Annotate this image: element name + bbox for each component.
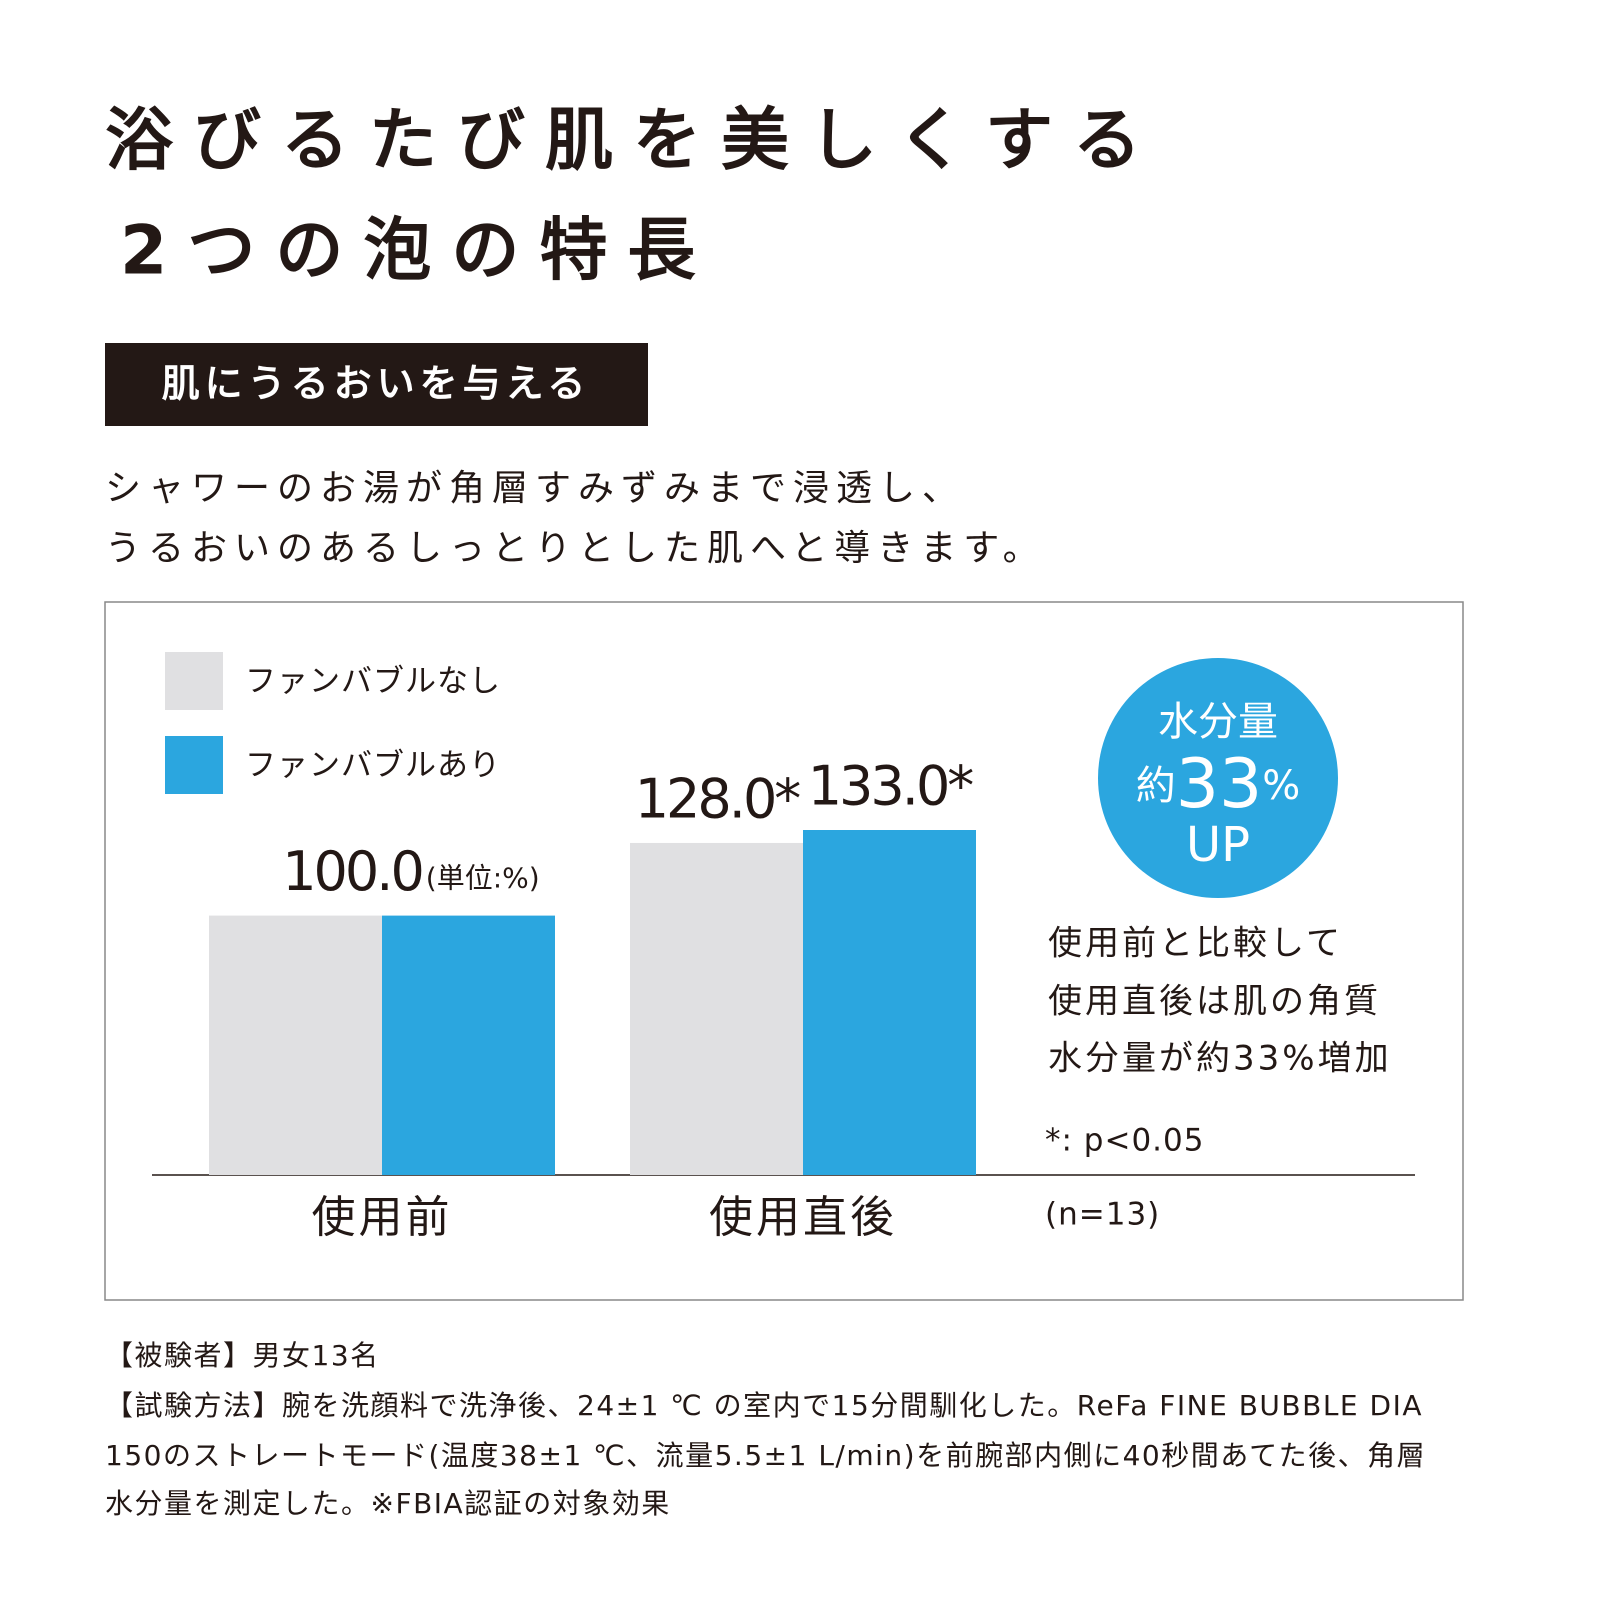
legend-swatch (165, 736, 223, 794)
title-line: 浴びるたび肌を美しくする (105, 102, 1161, 181)
description-line: うるおいのあるしっとりとした肌へと導きます。 (105, 528, 1046, 569)
circle-number: 33 (1176, 745, 1263, 824)
chart-frame (104, 601, 1464, 1301)
summary-line: 水分量が約33%増加 (1048, 1039, 1392, 1079)
circle-text: UP (1186, 817, 1250, 873)
highlight-circle (1098, 658, 1338, 898)
legend-label: ファンバブルなし (245, 664, 501, 700)
title-line: 2つの泡の特長 (120, 212, 715, 291)
footnote: 【被験者】男女13名 (105, 1339, 380, 1372)
bar (630, 842, 803, 1175)
footnote: 【試験方法】腕を洗顔料で洗浄後、24±1 ℃ の室内で15分間馴化した。ReFa… (105, 1389, 1423, 1422)
bar (382, 915, 555, 1175)
circle-text: 約 (1136, 763, 1176, 809)
circle-text: 約33% (1136, 745, 1301, 824)
value-label: 128.0* (635, 768, 801, 831)
legend-label: ファンバブルあり (245, 748, 501, 784)
badge-text: 肌にうるおいを与える (162, 362, 591, 406)
badge-bg (105, 343, 648, 426)
significance-note: *: p<0.05 (1045, 1123, 1204, 1159)
x-tick-label: 使用直後 (709, 1192, 897, 1243)
sample-note: (n=13) (1045, 1197, 1160, 1233)
footnote: 150のストレートモード(温度38±1 ℃、流量5.5±1 L/min)を前腕部… (105, 1439, 1426, 1472)
legend-swatch (165, 652, 223, 710)
value-label: 133.0* (808, 755, 974, 818)
footnote: 水分量を測定した。※FBIA認証の対象効果 (105, 1487, 671, 1520)
description-line: シャワーのお湯が角層すみずみまで浸透し、 (105, 468, 965, 509)
summary-line: 使用直後は肌の角質 (1048, 982, 1381, 1022)
circle-text: 水分量 (1158, 699, 1278, 745)
bar (209, 915, 382, 1175)
bar (803, 830, 976, 1175)
unit-label: (単位:%) (426, 862, 540, 895)
circle-text: % (1262, 763, 1300, 809)
summary-line: 使用前と比較して (1048, 924, 1343, 964)
value-label: 100.0 (282, 840, 422, 903)
x-tick-label: 使用前 (312, 1192, 453, 1243)
